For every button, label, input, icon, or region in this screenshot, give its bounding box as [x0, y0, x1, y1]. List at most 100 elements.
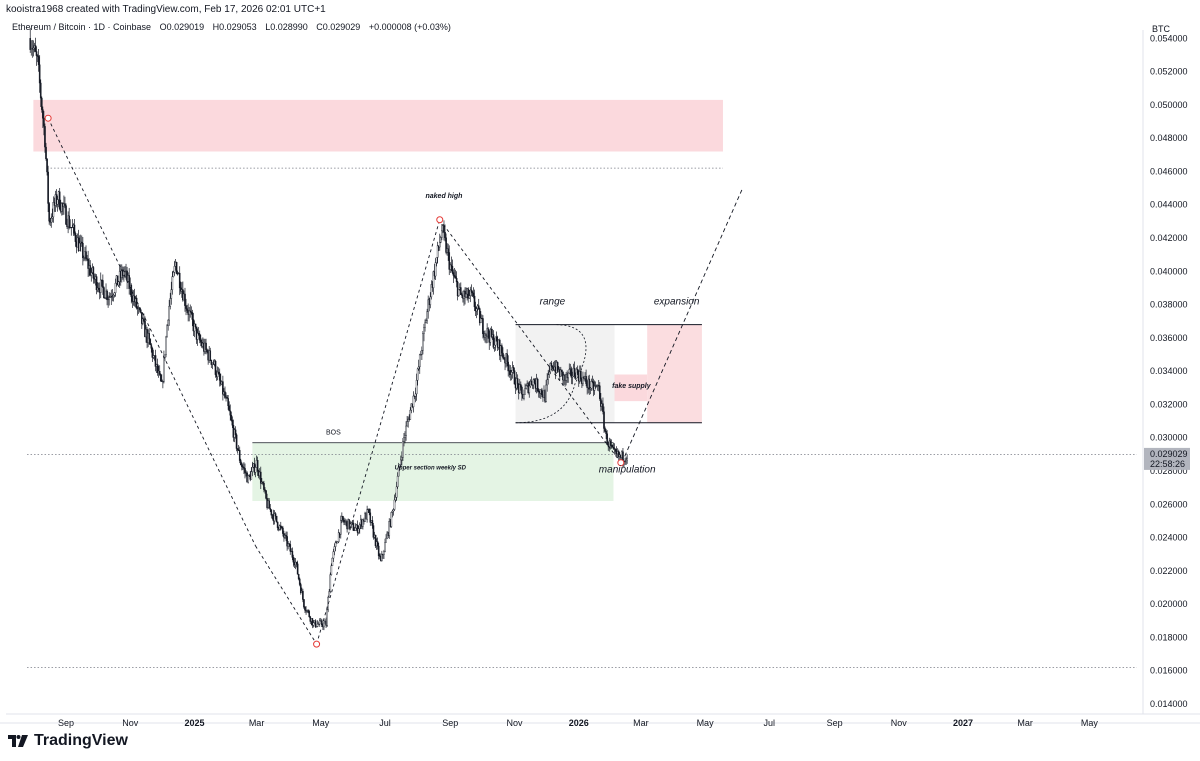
candle-body [318, 620, 321, 625]
x-tick-label: Jul [764, 718, 776, 728]
ohlc-high: H0.029053 [212, 22, 257, 32]
candle-body [533, 379, 536, 384]
candle-body [141, 312, 143, 324]
candle-body [92, 267, 95, 279]
candle-body [456, 281, 459, 297]
candle-body [430, 284, 433, 298]
candle-body [358, 524, 361, 529]
symbol-name[interactable]: Ethereum / Bitcoin · 1D · Coinbase [12, 22, 152, 32]
candle-body [39, 82, 42, 99]
candle-body [455, 277, 458, 283]
candle-body [311, 618, 314, 626]
y-tick-label: 0.050000 [1150, 100, 1188, 110]
candle-body [32, 47, 35, 50]
candle-body [113, 292, 116, 296]
candle-body [242, 466, 244, 468]
candle-body [149, 338, 152, 345]
currency-label: BTC [1152, 24, 1170, 34]
candle-body [247, 475, 249, 483]
candle-body [106, 290, 108, 301]
candle-body [302, 590, 304, 600]
bar-countdown-label: 22:58:26 [1150, 459, 1185, 469]
candle-body [83, 257, 85, 259]
candle-body [423, 327, 425, 334]
candle-body [480, 318, 482, 324]
candle-body [383, 551, 385, 555]
candle-body [154, 355, 157, 367]
y-tick-label: 0.036000 [1150, 333, 1188, 343]
candle-body [394, 497, 397, 501]
candle-body [315, 626, 318, 628]
candle-body [68, 215, 70, 228]
candle-body [589, 388, 592, 390]
candle-body [409, 409, 412, 420]
candle-body [424, 322, 426, 328]
candle-body [38, 64, 41, 84]
candle-body [279, 525, 282, 528]
projection-line [621, 189, 743, 463]
expansion-zone [647, 324, 702, 423]
candle-body [545, 384, 547, 402]
candle-body [36, 55, 39, 57]
candle-body [451, 265, 454, 273]
candle-body [591, 380, 594, 383]
candle-body [612, 446, 615, 449]
candle-body [254, 467, 257, 473]
candle-body [166, 325, 168, 338]
candle-body [278, 525, 281, 530]
candle-body [582, 376, 584, 384]
candle-body [87, 258, 89, 269]
x-tick-label: Sep [827, 718, 843, 728]
candle-body [435, 257, 438, 263]
candle-body [287, 543, 289, 547]
candle-body [238, 450, 241, 461]
y-tick-label: 0.020000 [1150, 599, 1188, 609]
candle-body [362, 519, 364, 527]
x-tick-label: May [1081, 718, 1099, 728]
candle-body [116, 275, 119, 286]
candle-body [520, 384, 522, 388]
candle-body [102, 280, 104, 288]
annotation-range: range [540, 297, 566, 308]
fake-supply-zone [614, 374, 648, 402]
candle-body [316, 623, 319, 627]
candle-body [447, 248, 449, 253]
candle-body [626, 458, 628, 461]
candle-body [47, 171, 49, 204]
candle-body [492, 334, 495, 348]
candle-body [235, 434, 238, 449]
candle-body [97, 287, 100, 289]
candle-body [461, 294, 463, 296]
candle-body [404, 435, 406, 438]
candle-body [398, 464, 401, 468]
candle-body [575, 368, 578, 379]
x-tick-label: Nov [507, 718, 524, 728]
candle-body [525, 385, 527, 389]
candle-body [547, 374, 550, 380]
candle-body [268, 500, 271, 509]
tradingview-logo[interactable]: TradingView [8, 732, 128, 750]
candle-body [457, 288, 460, 297]
candle-body [189, 310, 192, 312]
candle-body [427, 299, 429, 312]
candle-body [397, 467, 400, 477]
chart-caption: kooistra1968 created with TradingView.co… [6, 4, 326, 15]
candle-body [46, 158, 48, 173]
candle-body [172, 272, 175, 277]
candle-body [493, 344, 496, 348]
candle-body [609, 440, 612, 446]
candle-body [438, 242, 441, 248]
candle-body [74, 233, 77, 242]
candle-body [163, 357, 165, 382]
candle-body [65, 205, 67, 225]
candle-body [560, 369, 562, 377]
x-tick-label: 2026 [569, 718, 589, 728]
candle-body [288, 543, 291, 545]
annotation-bos: BOS [326, 429, 341, 436]
candle-body [263, 483, 265, 490]
candle-body [530, 380, 533, 385]
candle-body [56, 199, 59, 205]
candle-body [453, 275, 456, 277]
y-tick-label: 0.046000 [1150, 166, 1188, 176]
